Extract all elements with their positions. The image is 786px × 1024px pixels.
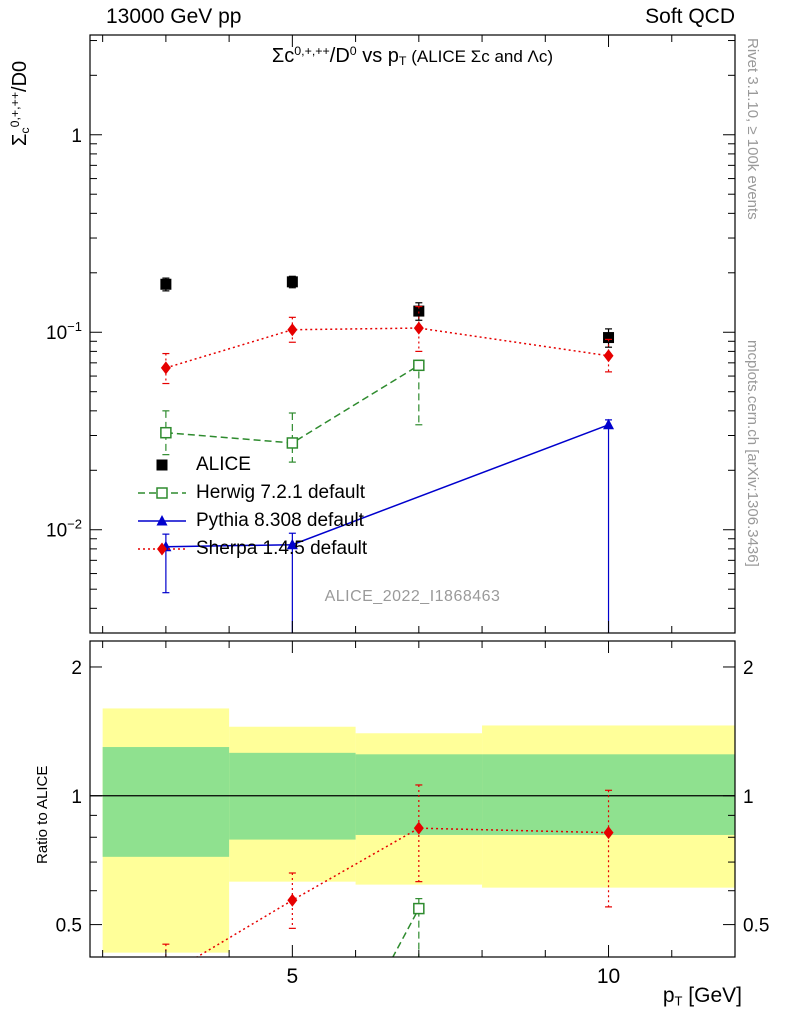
svg-text:2: 2 bbox=[743, 658, 754, 679]
pythia-triangle-marker-icon bbox=[136, 511, 188, 531]
legend-label: ALICE bbox=[196, 454, 251, 475]
svg-text:1: 1 bbox=[743, 787, 754, 808]
beam-energy-label: 13000 GeV pp bbox=[106, 5, 242, 28]
axes bbox=[89, 34, 736, 958]
series-main-ALICE bbox=[160, 275, 615, 348]
svg-text:10−1: 10−1 bbox=[46, 319, 82, 344]
process-group-label: Soft QCD bbox=[645, 5, 735, 28]
svg-text:0.5: 0.5 bbox=[743, 916, 769, 937]
sherpa-diamond-marker-icon bbox=[136, 539, 188, 559]
plot-title: Σc0,+,++/D0 vs pT (ALICE Σc and Λc) bbox=[271, 44, 554, 68]
alice-square-marker-icon bbox=[136, 455, 188, 475]
legend-label: Pythia 8.308 default bbox=[196, 510, 364, 531]
series-ratio-Herwig-7.2.1-default bbox=[392, 898, 425, 957]
legend-item-herwig: Herwig 7.2.1 default bbox=[136, 479, 367, 507]
x-axis-title: pT [GeV] bbox=[662, 984, 742, 1009]
svg-text:2: 2 bbox=[71, 658, 82, 679]
svg-text:1: 1 bbox=[71, 787, 82, 808]
legend-item-sherpa: Sherpa 1.4.5 default bbox=[136, 535, 367, 563]
svg-text:1: 1 bbox=[71, 126, 82, 147]
legend-item-alice: ALICE bbox=[136, 451, 367, 479]
series-main-Herwig-7.2.1-default bbox=[160, 359, 425, 463]
series-main-Pythia-8.308-default bbox=[160, 418, 615, 633]
ratio-y-axis-title: Ratio to ALICE bbox=[34, 765, 51, 864]
legend: ALICE Herwig 7.2.1 default Pythia 8.308 … bbox=[136, 451, 367, 563]
svg-text:10−2: 10−2 bbox=[46, 517, 82, 542]
mcplots-reference-label: mcplots.cern.ch [arXiv:1306.3436] bbox=[744, 340, 761, 567]
ratio-uncertainty-bands bbox=[90, 708, 735, 953]
y-axis-title: Σc0,+,++/D0 bbox=[8, 60, 32, 146]
herwig-open-square-marker-icon bbox=[136, 483, 188, 503]
svg-text:10: 10 bbox=[597, 965, 620, 988]
series-main-Sherpa-1.4.5-default bbox=[160, 305, 614, 385]
rivet-version-label: Rivet 3.1.10, ≥ 100k events bbox=[744, 38, 761, 220]
svg-text:0.5: 0.5 bbox=[56, 916, 82, 937]
legend-item-pythia: Pythia 8.308 default bbox=[136, 507, 367, 535]
svg-text:5: 5 bbox=[287, 965, 299, 988]
legend-label: Herwig 7.2.1 default bbox=[196, 482, 365, 503]
analysis-id-watermark: ALICE_2022_I1868463 bbox=[324, 588, 501, 605]
legend-label: Sherpa 1.4.5 default bbox=[196, 538, 368, 559]
series-ratio-Pythia-8.308-default bbox=[160, 980, 614, 1024]
